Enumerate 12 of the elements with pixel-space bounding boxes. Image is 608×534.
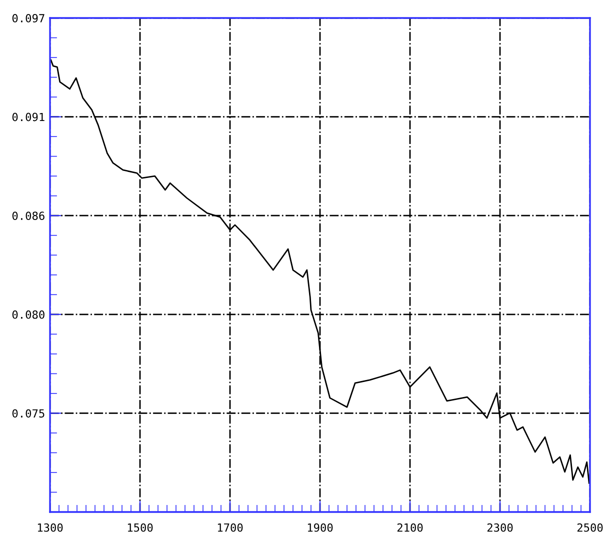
x-tick-label: 1500 (128, 523, 153, 532)
x-tick-label: 2100 (397, 523, 423, 532)
y-tick-label: 0.097 (12, 14, 44, 22)
x-tick-label: 2300 (487, 523, 513, 532)
y-tick-label: 0.086 (12, 212, 44, 220)
y-tick-label: 0.080 (12, 310, 44, 319)
y-tick-label: 0.075 (12, 409, 44, 418)
x-tick-label: 1900 (308, 523, 333, 532)
y-tick-label: 0.091 (12, 112, 44, 122)
x-tick-label: 1300 (38, 523, 63, 532)
x-tick-label: 1700 (218, 523, 243, 532)
x-tick-label: 2500 (577, 523, 603, 532)
